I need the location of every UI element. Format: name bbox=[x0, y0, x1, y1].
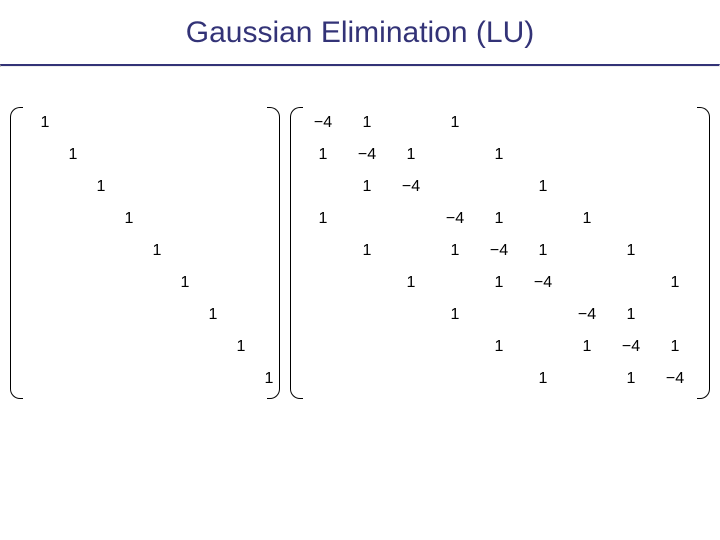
matrix-area: 111111111 −4111−4111−411−41111−41111−411… bbox=[0, 67, 720, 507]
matrix-cell: 1 bbox=[476, 203, 522, 235]
matrix-cell: 1 bbox=[608, 363, 654, 395]
matrix-cell: −4 bbox=[608, 331, 654, 363]
matrix-cell: 1 bbox=[608, 235, 654, 267]
matrix-cell: 1 bbox=[344, 107, 390, 139]
matrix-cell: 1 bbox=[652, 267, 698, 299]
matrix-cell: 1 bbox=[22, 107, 68, 139]
matrix-cell: 1 bbox=[218, 331, 264, 363]
matrix-cell: 1 bbox=[564, 331, 610, 363]
matrix-cell: 1 bbox=[300, 139, 346, 171]
matrix-cell: 1 bbox=[520, 363, 566, 395]
matrix-cell: 1 bbox=[344, 171, 390, 203]
matrix-cell: 1 bbox=[520, 171, 566, 203]
matrix-cell: 1 bbox=[432, 107, 478, 139]
matrix-cell: −4 bbox=[300, 107, 346, 139]
matrix-cell: 1 bbox=[106, 203, 152, 235]
matrix-cell: −4 bbox=[432, 203, 478, 235]
matrix-cell: 1 bbox=[564, 203, 610, 235]
matrix-cell: 1 bbox=[608, 299, 654, 331]
matrix-cell: 1 bbox=[520, 235, 566, 267]
bracket-left-icon bbox=[10, 107, 23, 399]
matrix-cell: −4 bbox=[344, 139, 390, 171]
bracket-right-icon bbox=[267, 107, 280, 399]
matrix-cell: 1 bbox=[476, 267, 522, 299]
matrix-cell: 1 bbox=[162, 267, 208, 299]
matrix-cell: −4 bbox=[564, 299, 610, 331]
matrix-cell: −4 bbox=[520, 267, 566, 299]
matrix-cell: 1 bbox=[190, 299, 236, 331]
matrix-cell: −4 bbox=[652, 363, 698, 395]
matrix-cell: 1 bbox=[432, 235, 478, 267]
matrix-cell: 1 bbox=[50, 139, 96, 171]
page-title: Gaussian Elimination (LU) bbox=[0, 0, 720, 64]
matrix-cell: 1 bbox=[388, 139, 434, 171]
matrix-cell: 1 bbox=[388, 267, 434, 299]
matrix-cell: 1 bbox=[652, 331, 698, 363]
matrix-cell: 1 bbox=[300, 203, 346, 235]
matrix-cell: −4 bbox=[476, 235, 522, 267]
matrix-cell: 1 bbox=[78, 171, 124, 203]
matrix-cell: 1 bbox=[246, 363, 292, 395]
matrix-cell: 1 bbox=[134, 235, 180, 267]
matrix-cell: 1 bbox=[476, 331, 522, 363]
matrix-cell: −4 bbox=[388, 171, 434, 203]
matrix-cell: 1 bbox=[344, 235, 390, 267]
bracket-right-icon bbox=[697, 107, 710, 399]
matrix-cell: 1 bbox=[476, 139, 522, 171]
matrix-cell: 1 bbox=[432, 299, 478, 331]
